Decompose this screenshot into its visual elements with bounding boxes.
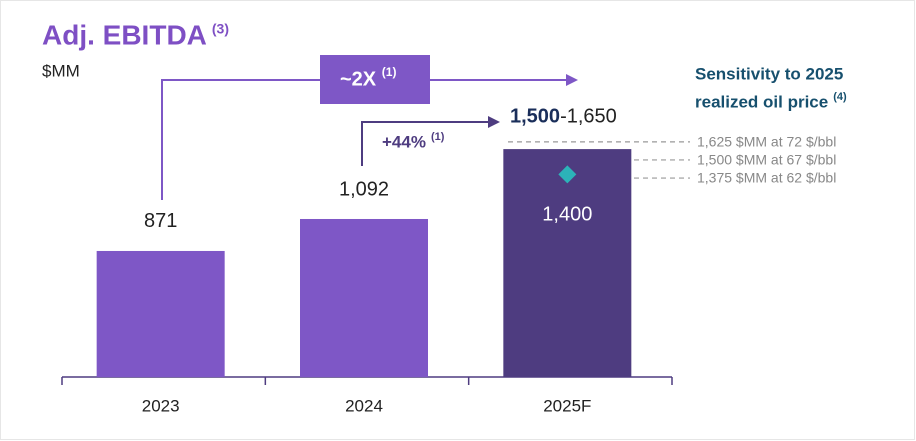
bar	[300, 218, 428, 377]
arrow-head	[566, 74, 578, 86]
chart-subtitle: $MM	[42, 61, 80, 80]
growth-arrow	[161, 79, 572, 200]
sensitivity-label: 1,375 $MM at 62 $/bbl	[697, 170, 836, 186]
value-label: 1,092	[339, 178, 389, 200]
annotation: ~2X	[340, 68, 377, 90]
sensitivity-note: (4)	[833, 91, 847, 103]
x-tick-label: 2023	[142, 396, 180, 415]
growth-box	[320, 55, 430, 104]
marker	[558, 165, 577, 184]
range-low: 1,500	[510, 105, 560, 127]
sensitivity-label: 1,500 $MM at 67 $/bbl	[697, 152, 836, 168]
bar	[503, 149, 632, 377]
x-tick-label: 2024	[345, 396, 383, 415]
growth-arrow	[361, 121, 494, 166]
title-note: (3)	[212, 21, 229, 37]
chart-title: Adj. EBITDA	[42, 19, 207, 50]
marker-label: 1,400	[542, 204, 592, 226]
sensitivity-title: realized oil price	[695, 92, 828, 111]
annotation-note: (1)	[431, 131, 445, 143]
x-tick-label: 2025F	[543, 396, 591, 415]
sensitivity-title: Sensitivity to 2025	[695, 64, 843, 83]
annotation-note: (1)	[382, 65, 397, 79]
annotation: +44%	[382, 132, 426, 151]
arrow-head	[488, 116, 500, 128]
value-label: 871	[144, 210, 177, 232]
range-high: -1,650	[560, 105, 617, 127]
sensitivity-label: 1,625 $MM at 72 $/bbl	[697, 134, 836, 150]
bar	[96, 250, 225, 377]
